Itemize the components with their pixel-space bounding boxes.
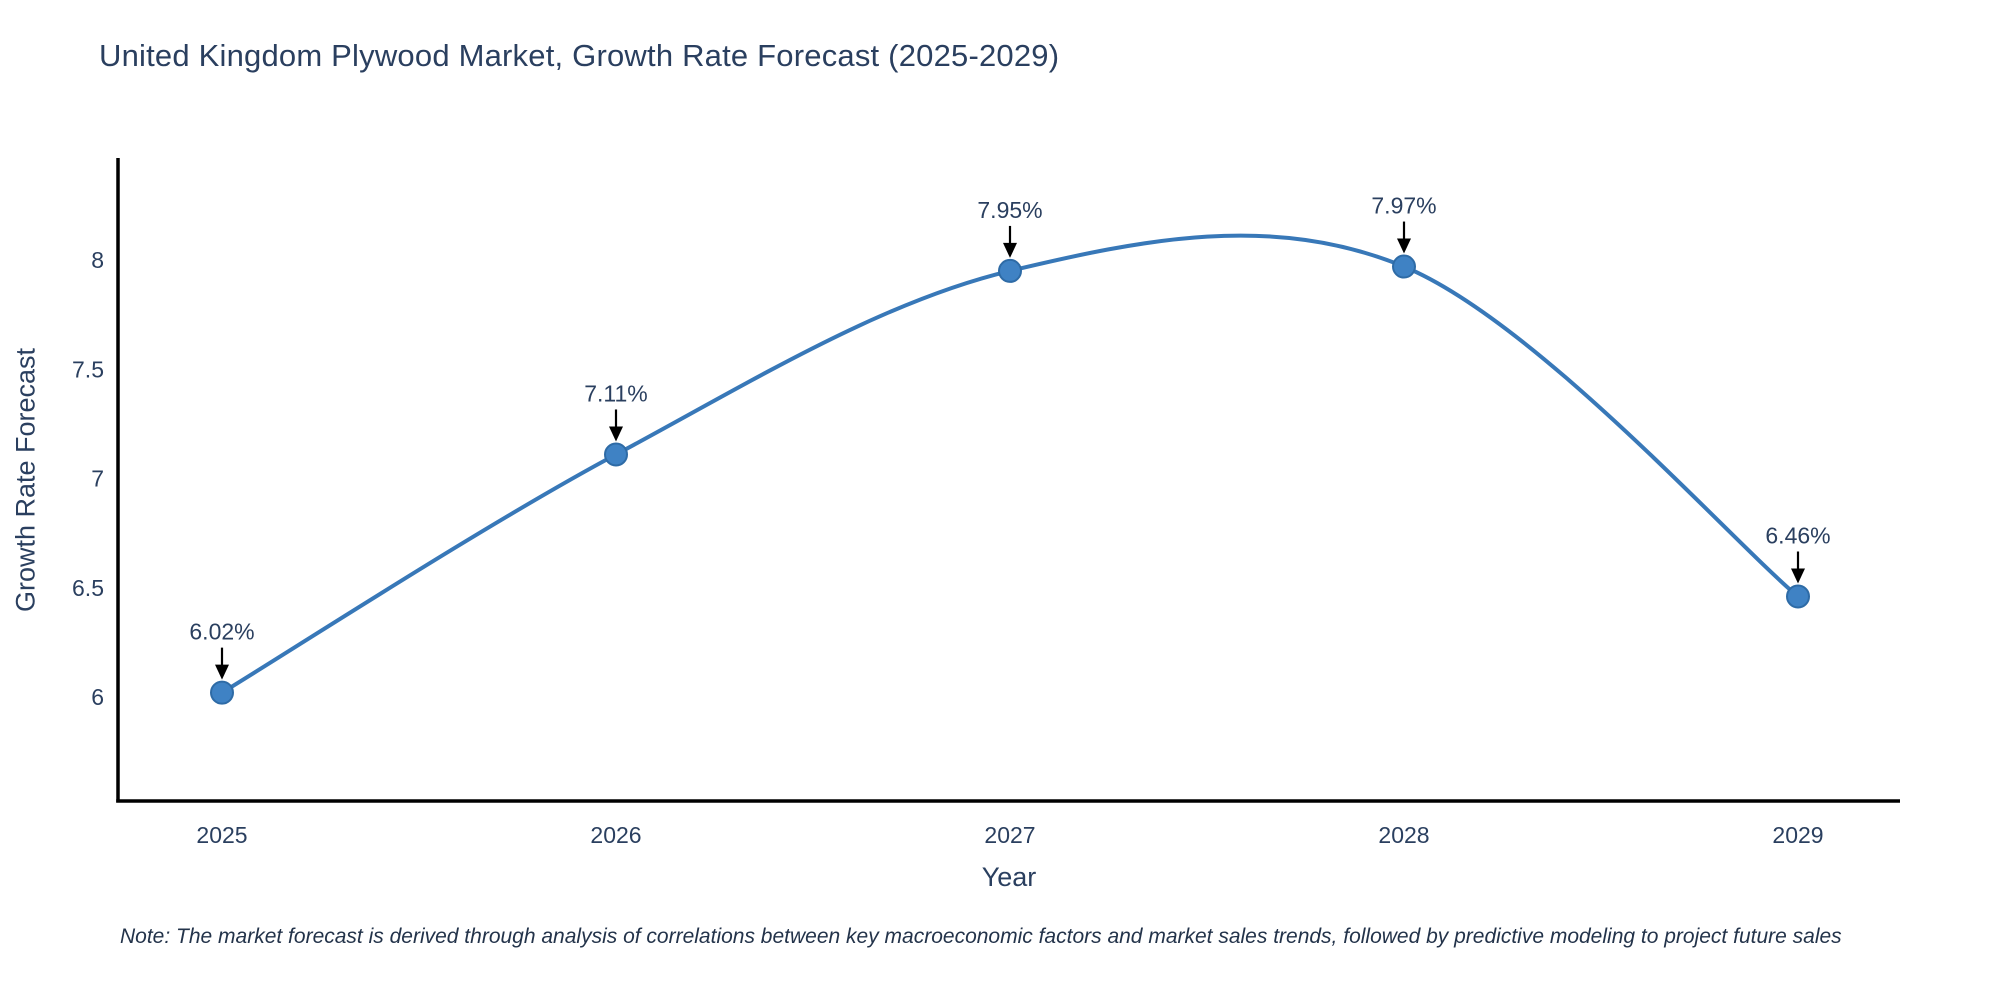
forecast-line [220,233,1800,695]
y-tick-label: 7 [91,466,104,492]
x-tick-label: 2029 [1772,822,1823,848]
footnote-text: Note: The market forecast is derived thr… [120,925,1842,948]
data-point-label: 6.46% [1765,522,1830,548]
annotation-arrow-head [1003,242,1017,258]
annotation-arrow-head [215,664,229,680]
data-point-label: 7.97% [1371,193,1436,219]
annotation-arrow-head [609,426,623,442]
x-axis-title: Year [981,862,1037,892]
annotation-arrow-head [1791,568,1805,584]
data-point-label: 6.02% [189,619,254,645]
y-tick-label: 8 [91,247,104,273]
data-point-marker[interactable] [1786,584,1810,609]
data-point-label: 7.95% [977,197,1042,223]
data-point-marker[interactable] [604,442,628,467]
y-tick-label: 7.5 [72,356,104,382]
x-tick-label: 2028 [1378,822,1429,848]
data-point-marker[interactable] [1392,254,1416,279]
x-tick-label: 2027 [984,822,1035,848]
data-point-marker[interactable] [210,680,234,705]
y-tick-label: 6.5 [72,575,104,601]
data-point-marker[interactable] [998,258,1022,283]
x-tick-label: 2026 [590,822,641,848]
y-tick-label: 6 [91,684,104,710]
data-point-label: 7.11% [584,380,648,406]
chart-title: United Kingdom Plywood Market, Growth Ra… [99,38,1060,73]
annotation-arrow-head [1397,238,1411,254]
x-tick-label: 2025 [196,822,247,848]
